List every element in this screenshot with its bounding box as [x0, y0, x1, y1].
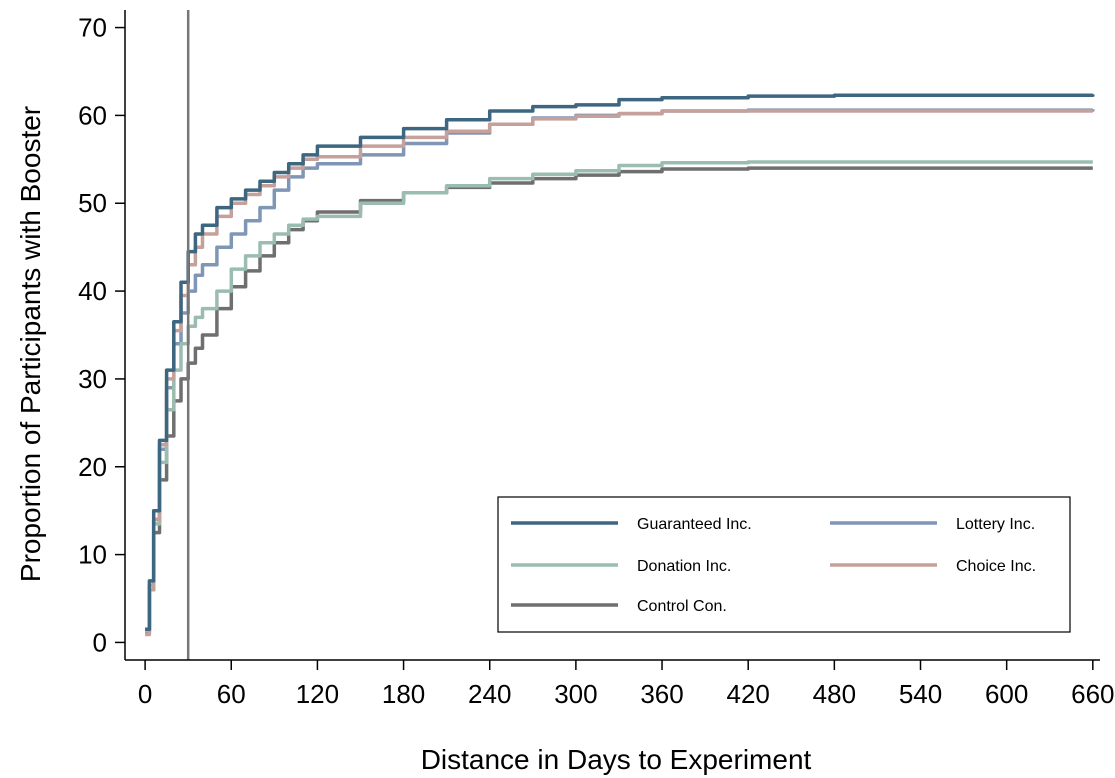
y-tick-label: 50 — [78, 188, 107, 218]
y-tick-label: 0 — [93, 627, 107, 657]
x-axis-title: Distance in Days to Experiment — [421, 744, 812, 775]
x-tick-label: 240 — [468, 679, 511, 709]
legend-label: Donation Inc. — [637, 558, 731, 575]
x-tick-label: 60 — [217, 679, 246, 709]
x-tick-label: 420 — [727, 679, 770, 709]
y-tick-label: 20 — [78, 452, 107, 482]
y-axis-title: Proportion of Participants with Booster — [15, 106, 46, 582]
legend-label: Lottery Inc. — [956, 516, 1035, 533]
legend-label: Guaranteed Inc. — [637, 516, 752, 533]
x-tick-label: 180 — [382, 679, 425, 709]
y-tick-label: 10 — [78, 540, 107, 570]
x-tick-label: 0 — [138, 679, 152, 709]
y-tick-label: 70 — [78, 13, 107, 43]
x-tick-label: 120 — [296, 679, 339, 709]
series-line-donation-inc — [145, 160, 1093, 632]
y-tick-label: 30 — [78, 364, 107, 394]
y-tick-label: 60 — [78, 100, 107, 130]
x-tick-label: 540 — [899, 679, 942, 709]
x-tick-label: 360 — [640, 679, 683, 709]
series-layer — [145, 93, 1095, 637]
x-tick-label: 300 — [554, 679, 597, 709]
y-tick-label: 40 — [78, 276, 107, 306]
series-line-guaranteed-inc — [145, 93, 1095, 632]
x-tick-label: 660 — [1071, 679, 1114, 709]
legend: Guaranteed Inc. Lottery Inc. Donation Inc.… — [497, 496, 1071, 633]
legend-label: Control Con. — [637, 598, 727, 615]
x-tick-label: 600 — [985, 679, 1028, 709]
x-tick-label: 480 — [813, 679, 856, 709]
axes-layer: 0 10 20 30 40 50 60 70 0 60 120 180 240 300 360 420 480 5… — [78, 10, 1115, 709]
legend-label: Choice Inc. — [956, 558, 1036, 575]
